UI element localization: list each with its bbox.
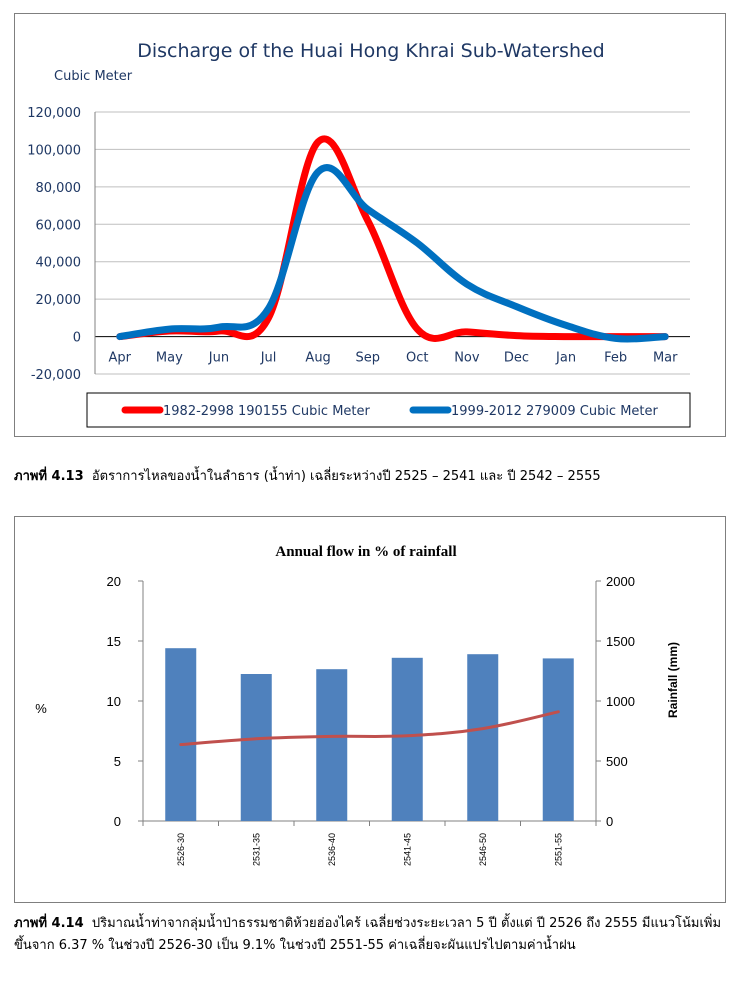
annual-flow-chart: Annual flow in % of rainfall 0 5 10 15 20 0 500…: [14, 516, 726, 903]
legend-box: [86, 392, 691, 428]
figure-4-14-caption: ภาพที่ 4.14 ปริมาณน้ำท่าจากลุ่มน้ำป่าธรร…: [14, 913, 728, 957]
x-tick-label: Sep: [355, 351, 380, 366]
x-tick-label: Apr: [109, 351, 132, 366]
y-axis-label: %: [35, 701, 47, 716]
figure-4-13-caption: ภาพที่ 4.13 อัตราการไหลของน้ำในลำธาร (น้…: [14, 466, 726, 488]
y-tick-label: 10: [107, 694, 121, 709]
y-tick-label: 5: [114, 754, 121, 769]
flow-percent-line: [179, 710, 560, 747]
x-tick-label: Nov: [454, 351, 480, 366]
y-tick-label: 20: [107, 574, 121, 589]
bar: [240, 674, 272, 821]
figure-4-14-text: ปริมาณน้ำท่าจากลุ่มน้ำป่าธรรมชาติห้วยฮ่อ…: [14, 916, 722, 953]
y-axis-label: Cubic Meter: [54, 69, 133, 84]
chart-title: Annual flow in % of rainfall: [275, 544, 456, 560]
figure-4-13-text: อัตราการไหลของน้ำในลำธาร (น้ำท่า) เฉลี่ย…: [91, 469, 601, 484]
x-tick-label: 2546-50: [478, 833, 488, 866]
figure-4-13-label: ภาพที่ 4.13: [14, 469, 84, 484]
series-line-2: [116, 164, 669, 343]
y-tick-label: 60,000: [36, 218, 82, 233]
discharge-chart: Discharge of the Huai Hong Khrai Sub-Wat…: [14, 13, 726, 437]
series-line-1: [116, 135, 669, 342]
bar: [391, 657, 423, 821]
y-tick-label: 120,000: [27, 106, 81, 121]
x-tick-label: Mar: [653, 351, 678, 366]
y2-tick-label: 2000: [606, 574, 635, 589]
figure-4-14-label: ภาพที่ 4.14: [14, 916, 84, 931]
chart-title: Discharge of the Huai Hong Khrai Sub-Wat…: [137, 40, 605, 62]
y2-axis-label: Rainfall (mm): [666, 642, 680, 718]
y2-tick-label: 1000: [606, 694, 635, 709]
y2-tick-label: 0: [606, 814, 613, 829]
x-tick-label: Jun: [208, 351, 229, 366]
x-tick-label: 2526-30: [176, 833, 186, 866]
discharge-chart-svg: Discharge of the Huai Hong Khrai Sub-Wat…: [27, 40, 691, 428]
y-tick-label: 100,000: [27, 143, 81, 158]
x-tick-label: Dec: [504, 351, 529, 366]
x-tick-label: May: [156, 351, 183, 366]
legend-label-1: 1982-2998 190155 Cubic Meter: [163, 404, 371, 419]
y-tick-label: 20,000: [36, 293, 82, 308]
bar: [316, 669, 348, 821]
y2-tick-label: 1500: [606, 634, 635, 649]
x-tick-label: Jan: [555, 351, 576, 366]
y-tick-label: 0: [73, 331, 81, 346]
legend-label-2: 1999-2012 279009 Cubic Meter: [451, 404, 659, 419]
y-tick-label: 40,000: [36, 256, 82, 271]
y-tick-label: 15: [107, 634, 121, 649]
x-tick-label: 2551-55: [553, 833, 563, 866]
bar: [467, 654, 499, 821]
x-tick-label: Jul: [260, 351, 277, 366]
y-tick-label: -20,000: [31, 368, 81, 383]
annual-flow-chart-svg: Annual flow in % of rainfall 0 5 10 15 20 0 500…: [35, 544, 680, 866]
x-tick-label: Aug: [305, 351, 330, 366]
y2-tick-label: 500: [606, 754, 628, 769]
y-tick-label: 0: [114, 814, 121, 829]
x-tick-label: 2541-45: [402, 833, 412, 866]
x-tick-label: Feb: [604, 351, 627, 366]
x-tick-label: 2536-40: [327, 833, 337, 866]
y-tick-label: 80,000: [36, 181, 82, 196]
bar: [542, 658, 574, 821]
x-tick-label: Oct: [406, 351, 428, 366]
bar: [165, 648, 197, 821]
x-tick-label: 2531-35: [251, 833, 261, 866]
